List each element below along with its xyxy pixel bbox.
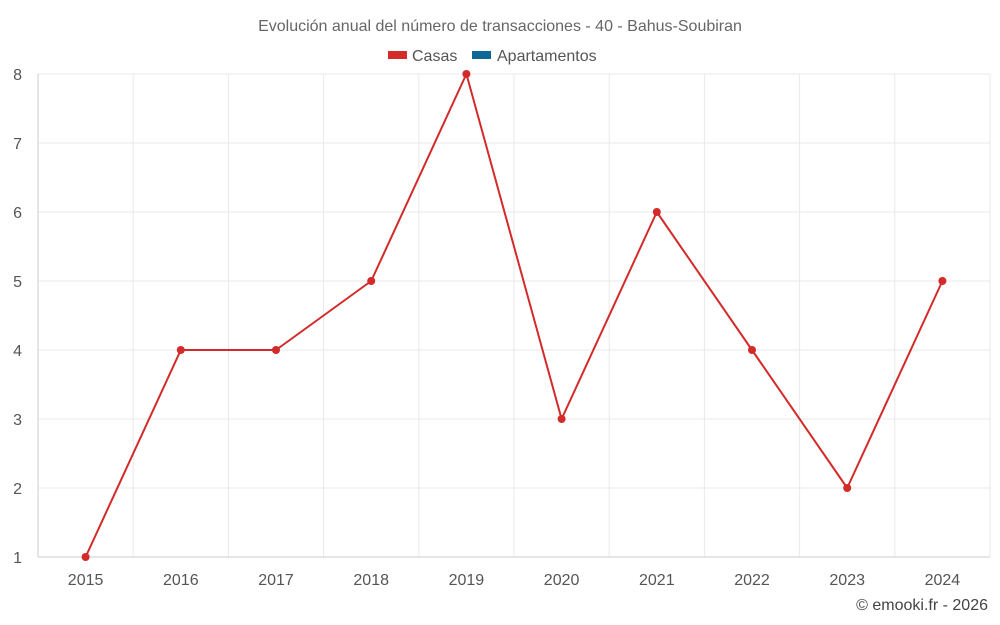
data-point-casas-2015[interactable] — [81, 553, 90, 561]
credit-text: © emooki.fr - 2026 — [856, 597, 988, 614]
y-tick-label: 3 — [13, 412, 22, 429]
x-tick-label: 2017 — [258, 572, 294, 589]
series-line-casas — [84, 73, 944, 558]
x-tick-label: 2019 — [449, 572, 485, 589]
x-tick-label: 2021 — [639, 572, 675, 589]
legend-item-casas[interactable]: Casas — [388, 48, 457, 65]
x-tick-label: 2020 — [544, 572, 580, 589]
legend-item-apartamentos[interactable]: Apartamentos — [472, 48, 597, 65]
data-point-casas-2022[interactable] — [748, 346, 756, 354]
legend-label-apartamentos: Apartamentos — [497, 48, 597, 65]
data-point-casas-2021[interactable] — [652, 208, 661, 216]
x-tick-label: 2015 — [68, 572, 104, 589]
x-tick-label: 2022 — [734, 572, 770, 589]
data-point-casas-2019[interactable] — [462, 70, 471, 78]
legend-swatch-casas — [388, 51, 407, 59]
x-tick-label: 2016 — [163, 572, 199, 589]
y-tick-label: 8 — [13, 67, 22, 84]
y-tick-label: 7 — [13, 136, 22, 153]
chart-title: Evolución anual del número de transaccio… — [258, 18, 742, 35]
legend-swatch-apartamentos — [472, 51, 491, 59]
y-tick-label: 5 — [13, 274, 22, 291]
x-tick-label: 2024 — [925, 572, 961, 589]
y-tick-label: 6 — [13, 205, 22, 222]
legend: Casas Apartamentos — [388, 48, 597, 65]
x-tick-label: 2018 — [353, 572, 389, 589]
data-point-casas-2024[interactable] — [938, 277, 947, 285]
x-tick-label: 2023 — [829, 572, 865, 589]
y-tick-label: 2 — [13, 481, 22, 498]
plot-area — [81, 70, 947, 561]
data-point-casas-2016[interactable] — [176, 346, 185, 354]
legend-label-casas: Casas — [412, 48, 457, 65]
axes: 1 2 3 4 5 6 7 8 2015 2016 2017 2018 2019 2020 2021 2022… — [13, 67, 990, 589]
data-point-casas-2017[interactable] — [272, 346, 280, 354]
data-point-casas-2018[interactable] — [367, 277, 376, 285]
data-point-casas-2023[interactable] — [843, 484, 852, 492]
data-point-casas-2020[interactable] — [557, 415, 566, 423]
y-tick-label: 1 — [13, 550, 22, 567]
y-tick-label: 4 — [13, 343, 22, 360]
